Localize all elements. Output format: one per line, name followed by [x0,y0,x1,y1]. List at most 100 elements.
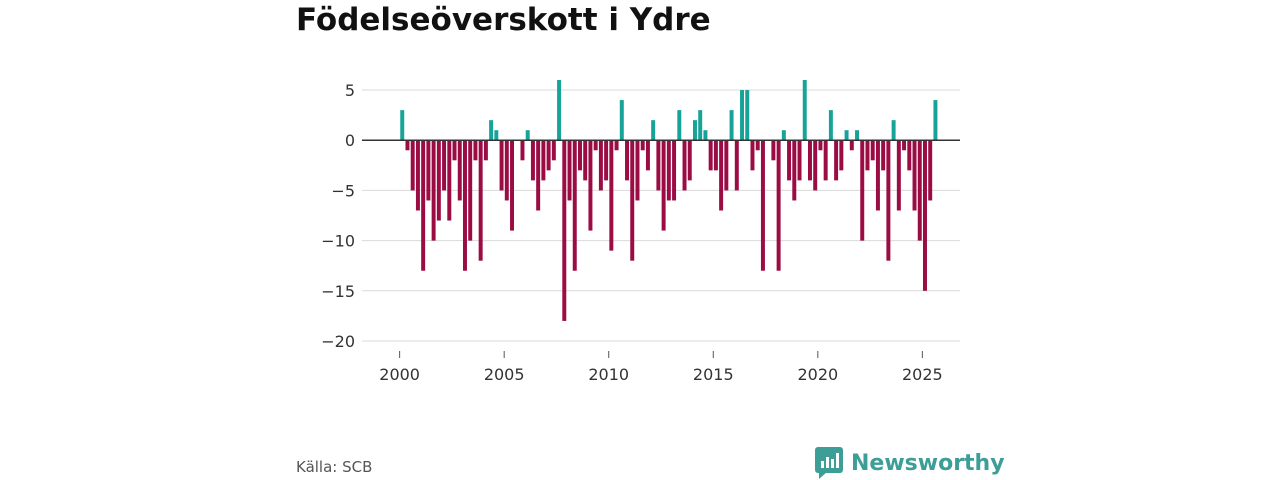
bar [802,80,807,141]
y-tick-label: −10 [321,232,355,251]
bar [499,140,504,191]
bar [922,140,927,291]
newsworthy-logo[interactable]: Newsworthy [815,447,1005,479]
bar [562,140,567,321]
bar [478,140,483,261]
bar [797,140,802,181]
bar [860,140,865,241]
bar [410,140,415,191]
bar [457,140,462,201]
bar [415,140,420,211]
bar [734,140,739,191]
bar [588,140,593,231]
y-tick-label: −5 [331,181,355,200]
bar [682,140,687,191]
x-tick-label: 2000 [379,365,420,384]
bar [577,140,582,171]
bar [896,140,901,211]
bar [755,140,760,151]
bar [567,140,572,201]
bar [933,100,938,141]
bar [598,140,603,191]
bar [666,140,671,201]
bar [583,140,588,181]
bar [431,140,436,241]
bar [750,140,755,171]
bar [881,140,886,171]
bar [656,140,661,191]
bar [452,140,457,161]
y-tick-label: 5 [345,81,355,100]
bar [672,140,677,201]
bar [546,140,551,171]
bar [781,130,786,141]
bar [912,140,917,211]
bar [729,110,734,141]
bar [844,130,849,141]
bars [400,80,938,321]
y-tick-label: 0 [345,131,355,150]
bar [557,80,562,141]
bar [719,140,724,211]
bar [525,130,530,141]
x-tick-label: 2005 [484,365,525,384]
y-axis-labels: 5 0 −5 −10 −15 −20 [321,81,355,351]
bar [530,140,535,181]
bar [828,110,833,141]
bar [640,140,645,151]
brand-name: Newsworthy [851,450,1005,476]
x-tick-label: 2010 [588,365,629,384]
bar [661,140,666,231]
bar [917,140,922,241]
bar [645,140,650,171]
bar [771,140,776,161]
bar [870,140,875,161]
bar [462,140,467,271]
bar [698,110,703,141]
source-label: Källa: SCB [296,458,373,476]
bar [651,120,656,141]
bar [609,140,614,251]
bar [724,140,729,191]
bar [593,140,598,151]
bar [823,140,828,181]
bar [483,140,488,161]
bar [834,140,839,181]
gridlines [362,89,960,342]
bar [442,140,447,191]
chart-title: Födelseöverskott i Ydre [296,2,711,38]
bar [426,140,431,201]
bar [807,140,812,181]
bar [745,90,750,141]
bar [625,140,630,181]
bar [813,140,818,191]
bar [849,140,854,151]
bar [504,140,509,201]
bar [776,140,781,271]
bar [708,140,713,171]
bar [760,140,765,271]
bar [703,130,708,141]
bar [928,140,933,201]
bar [907,140,912,171]
bar [520,140,525,161]
x-tick-label: 2020 [797,365,838,384]
bar [400,110,405,141]
bar [489,120,494,141]
bar [839,140,844,171]
bar [619,100,624,141]
bar [787,140,792,181]
bar [614,140,619,151]
bar [436,140,441,221]
bar [635,140,640,201]
bar [572,140,577,271]
bar [891,120,896,141]
bar [713,140,718,171]
x-axis: 2000 2005 2010 2015 2020 2025 [379,351,943,384]
bar [886,140,891,261]
bar [405,140,410,151]
bar [687,140,692,181]
bar [630,140,635,261]
bar-chart: 5 0 −5 −10 −15 −20 2000 2005 2010 2015 2020 2025 [321,80,960,384]
bar [468,140,473,241]
